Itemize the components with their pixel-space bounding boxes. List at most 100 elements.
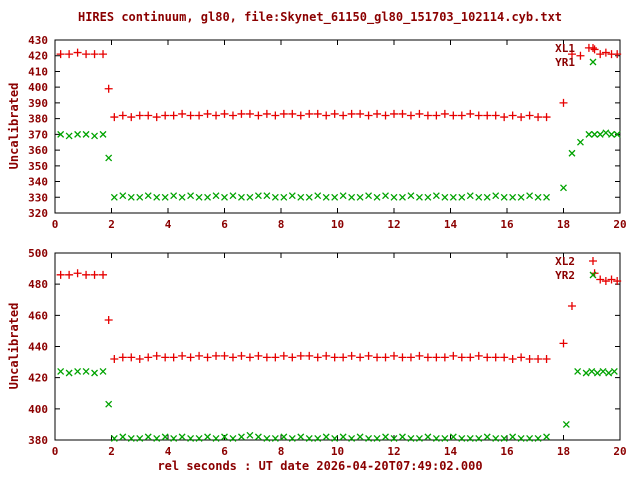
data-point-XL2	[596, 275, 605, 284]
x-tick-label: 18	[557, 445, 570, 458]
chart-title: HIRES continuum, gl80, file:Skynet_61150…	[77, 10, 563, 24]
data-point-YR1	[399, 193, 406, 201]
data-point-YR1	[466, 192, 474, 200]
data-point-YR1	[407, 192, 415, 200]
data-point-XL1	[104, 84, 113, 93]
data-point-YR2	[492, 434, 500, 442]
data-point-YR1	[543, 193, 551, 201]
data-point-XL1	[534, 113, 543, 122]
data-point-XL2	[330, 353, 339, 362]
x-tick-label: 6	[221, 445, 228, 458]
data-point-YR2	[483, 433, 491, 441]
data-point-YR1	[204, 193, 212, 201]
data-point-YR1	[534, 193, 542, 201]
data-point-YR1	[82, 130, 90, 138]
y-tick-label: 400	[28, 403, 48, 416]
data-point-XL1	[576, 51, 585, 60]
y-tick-label: 460	[28, 309, 48, 322]
data-point-XL1	[127, 113, 136, 122]
data-point-XL2	[65, 270, 74, 279]
data-point-YR1	[229, 192, 237, 200]
data-point-XL2	[118, 353, 127, 362]
data-point-YR1	[263, 192, 271, 200]
data-point-YR1	[170, 192, 178, 200]
x-tick-label: 16	[500, 218, 514, 231]
y-tick-label: 410	[28, 65, 48, 78]
data-point-XL1	[390, 109, 398, 118]
y-tick-label: 360	[28, 144, 48, 157]
data-point-XL1	[228, 111, 237, 120]
y-tick-label: 480	[28, 278, 48, 291]
data-point-XL1	[279, 109, 288, 118]
data-point-YR1	[608, 130, 615, 138]
data-point-YR1	[591, 130, 599, 138]
data-point-YR1	[449, 193, 457, 201]
data-point-XL1	[466, 109, 475, 118]
data-point-YR1	[91, 132, 99, 140]
data-point-XL1	[432, 111, 441, 120]
data-point-YR2	[161, 433, 169, 441]
data-point-YR1	[144, 192, 152, 200]
data-point-XL1	[347, 109, 356, 118]
data-point-YR1	[314, 192, 322, 200]
data-point-YR2	[415, 434, 423, 442]
y-tick-label: 400	[28, 81, 48, 94]
x-tick-label: 20	[613, 218, 626, 231]
data-point-XL2	[228, 353, 237, 362]
data-point-XL1	[212, 111, 221, 120]
y-tick-label: 420	[28, 372, 48, 385]
data-point-XL1	[296, 111, 305, 120]
data-point-XL2	[390, 351, 398, 360]
data-point-XL1	[161, 111, 170, 120]
data-point-YR1	[483, 193, 491, 201]
data-point-YR2	[195, 434, 203, 442]
x-tick-label: 10	[331, 445, 344, 458]
data-point-XL1	[186, 111, 195, 120]
legend-marker-YR1	[589, 58, 597, 66]
data-point-XL2	[313, 353, 322, 362]
data-point-YR1	[602, 129, 610, 137]
data-point-YR1	[568, 149, 576, 157]
data-point-XL1	[406, 111, 415, 120]
data-point-XL1	[288, 109, 297, 118]
data-point-XL2	[466, 353, 475, 362]
data-point-YR1	[119, 192, 127, 200]
data-point-YR1	[74, 130, 82, 138]
data-point-XL1	[254, 111, 263, 120]
data-point-YR1	[365, 192, 373, 200]
data-point-XL1	[169, 111, 178, 120]
legend-label-YR2: YR2	[555, 269, 575, 282]
x-tick-label: 0	[52, 445, 59, 458]
data-point-XL2	[212, 351, 221, 360]
data-point-XL1	[152, 113, 161, 122]
data-point-XL2	[525, 354, 534, 363]
legend-marker-XL1	[589, 44, 597, 52]
data-point-YR2	[246, 431, 254, 439]
data-point-XL2	[406, 353, 415, 362]
data-point-XL2	[104, 316, 113, 325]
data-point-YR2	[254, 433, 262, 441]
data-point-YR2	[153, 434, 161, 442]
x-tick-label: 0	[52, 218, 59, 231]
data-point-XL1	[449, 111, 458, 120]
data-point-XL1	[356, 109, 365, 118]
data-point-XL1	[65, 50, 74, 59]
data-point-YR2	[65, 369, 73, 377]
data-point-YR1	[415, 193, 423, 201]
data-point-YR1	[492, 192, 500, 200]
data-point-XL2	[517, 353, 526, 362]
data-point-XL1	[90, 50, 99, 59]
data-point-YR1	[339, 192, 347, 200]
data-point-YR2	[500, 434, 508, 442]
data-point-YR2	[91, 369, 99, 377]
data-point-XL2	[559, 339, 568, 348]
data-point-YR2	[543, 433, 551, 441]
data-point-XL2	[178, 351, 187, 360]
data-point-YR2	[144, 433, 152, 441]
x-tick-label: 20	[613, 445, 626, 458]
data-point-YR1	[458, 193, 466, 201]
data-point-YR2	[110, 434, 118, 442]
data-point-XL2	[305, 351, 314, 360]
data-point-YR1	[127, 193, 135, 201]
